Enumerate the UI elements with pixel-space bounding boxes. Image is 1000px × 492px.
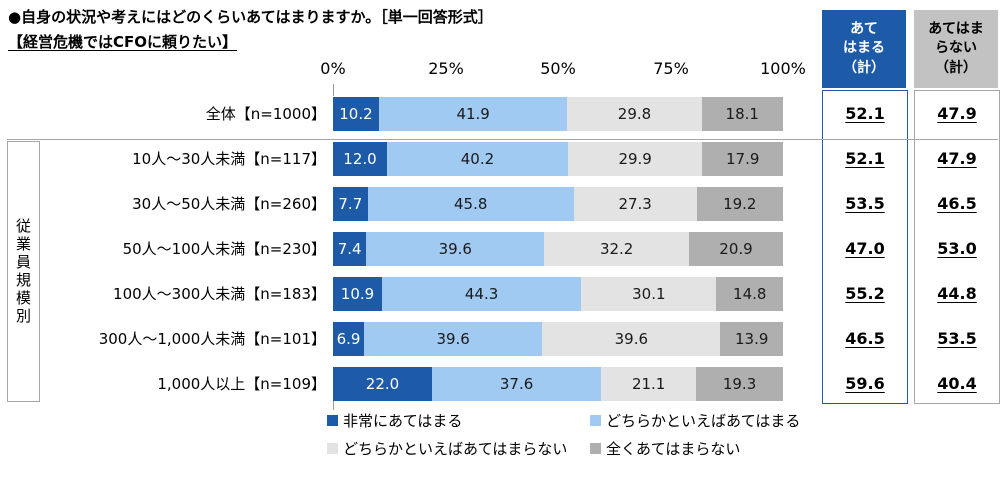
bar-segment: 10.2 (333, 97, 379, 131)
x-axis-tick-50: 50% (540, 59, 576, 78)
category-label: 300人～1,000人未満【n=101】 (98, 330, 326, 348)
x-axis-tick-100: 100% (760, 59, 806, 78)
summary-value: 53.5 (845, 194, 885, 213)
bar-segment: 10.9 (333, 277, 382, 311)
summary-value: 47.9 (937, 149, 977, 168)
bar-segment: 22.0 (333, 367, 432, 401)
legend-item: どちらかといえばあてはまる (590, 410, 800, 430)
summary-value: 52.1 (845, 149, 885, 168)
summary-value: 52.1 (845, 104, 885, 123)
bar-segment: 30.1 (581, 277, 717, 311)
bar-segment: 37.6 (432, 367, 602, 401)
category-label: 30人～50人未満【n=260】 (132, 195, 326, 213)
bar-segment: 7.7 (333, 187, 368, 221)
bar-segment: 7.4 (333, 232, 367, 266)
summary-value: 55.2 (845, 284, 885, 303)
bar-row: 12.0 40.2 29.9 17.9 (333, 142, 783, 176)
bar-segment: 29.8 (567, 97, 702, 131)
bar-segment: 19.3 (696, 367, 783, 401)
category-label: 全体【n=1000】 (205, 105, 326, 123)
summary-value: 46.5 (937, 194, 977, 213)
axis-tick-mark-bottom (333, 401, 334, 410)
axis-tick-mark-top (333, 84, 334, 96)
summary-value: 44.8 (937, 284, 977, 303)
group-axis-box: 従業員規模別 (7, 141, 40, 402)
bar-segment: 17.9 (702, 142, 783, 176)
legend-label: どちらかといえばあてはまる (606, 411, 801, 430)
bar-segment: 39.6 (364, 322, 543, 356)
category-label: 1,000人以上【n=109】 (157, 375, 326, 393)
category-label: 10人～30人未満【n=117】 (132, 150, 326, 168)
legend-swatch-icon (590, 442, 601, 454)
bar-segment: 44.3 (382, 277, 582, 311)
summary-value: 46.5 (845, 329, 885, 348)
bar-segment: 14.8 (716, 277, 783, 311)
bar-segment: 6.9 (333, 322, 365, 356)
bar-segment: 18.1 (701, 97, 783, 131)
bar-segment: 13.9 (720, 322, 783, 356)
bar-row: 10.2 41.9 29.8 18.1 (333, 97, 783, 131)
summary-value: 53.5 (937, 329, 977, 348)
bar-segment: 21.1 (601, 367, 697, 401)
bar-segment: 40.2 (387, 142, 568, 176)
statement-subtitle: 【経営危機ではCFOに頼りたい】 (8, 33, 238, 51)
legend-label: どちらかといえばあてはまらない (343, 439, 568, 458)
summary-value: 47.9 (937, 104, 977, 123)
disagree-total-column: 47.9 47.9 46.5 53.0 44.8 53.5 40.4 (914, 90, 1000, 404)
legend-label: 全くあてはまらない (606, 439, 741, 458)
total-group-divider-line (7, 139, 998, 140)
bar-row: 22.0 37.6 21.1 19.3 (333, 367, 783, 401)
bar-segment: 32.2 (544, 232, 690, 266)
summary-value: 47.0 (845, 239, 885, 258)
category-label: 100人～300人未満【n=183】 (113, 285, 326, 303)
bar-row: 7.4 39.6 32.2 20.9 (333, 232, 783, 266)
bar-segment: 39.6 (542, 322, 721, 356)
group-axis-label: 従業員規模別 (14, 217, 32, 326)
x-axis-tick-25: 25% (428, 59, 464, 78)
legend-swatch-icon (590, 414, 601, 426)
bar-row: 10.9 44.3 30.1 14.8 (333, 277, 783, 311)
bar-row: 6.9 39.6 39.6 13.9 (333, 322, 783, 356)
bar-segment: 19.2 (696, 187, 783, 221)
summary-value: 59.6 (845, 374, 885, 393)
disagree-total-header: あてはま らない （計） (914, 10, 998, 88)
category-label: 50人～100人未満【n=230】 (122, 240, 326, 258)
bar-segment: 20.9 (689, 232, 783, 266)
legend-item: どちらかといえばあてはまらない (327, 438, 567, 458)
legend-item: 非常にあてはまる (327, 410, 462, 430)
summary-value: 53.0 (937, 239, 977, 258)
question-title: ●自身の状況や考えにはどのくらいあてはまりますか。［単一回答形式］ (8, 8, 493, 26)
x-axis-tick-0: 0% (320, 59, 346, 78)
bar-segment: 39.6 (366, 232, 545, 266)
legend-item: 全くあてはまらない (590, 438, 740, 458)
bar-segment: 12.0 (333, 142, 387, 176)
legend-swatch-icon (327, 414, 338, 426)
bar-segment: 27.3 (573, 187, 697, 221)
bar-row: 7.7 45.8 27.3 19.2 (333, 187, 783, 221)
agree-total-header: あて はまる （計） (822, 10, 906, 88)
summary-value: 40.4 (937, 374, 977, 393)
x-axis-tick-75: 75% (653, 59, 689, 78)
legend-label: 非常にあてはまる (343, 411, 463, 430)
bar-segment: 29.9 (567, 142, 703, 176)
legend-swatch-icon (327, 442, 338, 454)
agree-total-column: 52.1 52.1 53.5 47.0 55.2 46.5 59.6 (822, 90, 908, 404)
bar-segment: 45.8 (367, 187, 574, 221)
bar-segment: 41.9 (378, 97, 568, 131)
